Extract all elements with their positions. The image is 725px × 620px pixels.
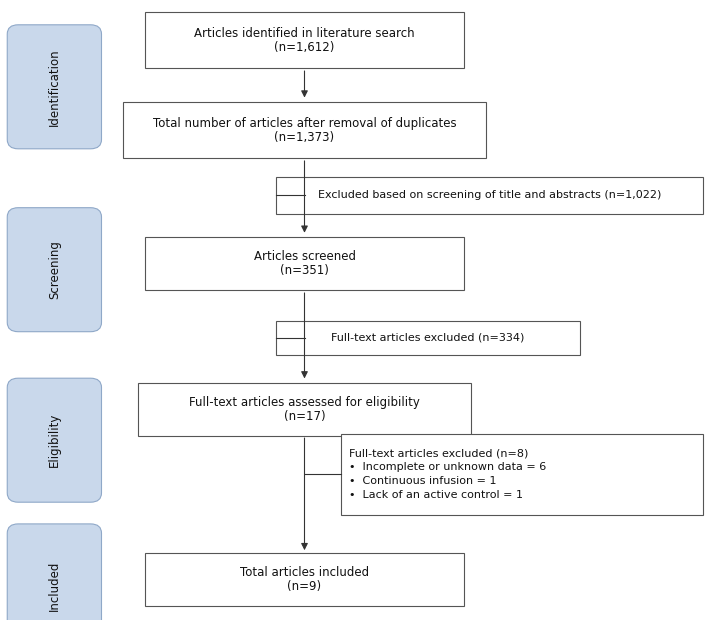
FancyBboxPatch shape [276, 177, 703, 214]
Text: (n=9): (n=9) [287, 580, 322, 593]
FancyBboxPatch shape [145, 553, 464, 606]
Text: Full-text articles excluded (n=8): Full-text articles excluded (n=8) [349, 449, 529, 459]
Text: (n=17): (n=17) [283, 410, 326, 422]
FancyBboxPatch shape [138, 383, 471, 435]
Text: Articles screened: Articles screened [254, 250, 355, 263]
FancyBboxPatch shape [7, 208, 102, 332]
Text: •  Incomplete or unknown data = 6: • Incomplete or unknown data = 6 [349, 463, 547, 472]
Text: •  Continuous infusion = 1: • Continuous infusion = 1 [349, 476, 497, 486]
Text: Identification: Identification [48, 48, 61, 126]
FancyBboxPatch shape [145, 12, 464, 68]
Text: Eligibility: Eligibility [48, 413, 61, 467]
Text: (n=1,373): (n=1,373) [275, 131, 334, 143]
FancyBboxPatch shape [341, 434, 703, 515]
FancyBboxPatch shape [7, 25, 102, 149]
Text: (n=1,612): (n=1,612) [274, 41, 335, 53]
Text: Included: Included [48, 560, 61, 611]
Text: (n=351): (n=351) [280, 264, 329, 277]
FancyBboxPatch shape [145, 237, 464, 290]
FancyBboxPatch shape [123, 102, 486, 158]
FancyBboxPatch shape [276, 321, 580, 355]
Text: Total number of articles after removal of duplicates: Total number of articles after removal o… [153, 117, 456, 130]
FancyBboxPatch shape [7, 378, 102, 502]
Text: Full-text articles excluded (n=334): Full-text articles excluded (n=334) [331, 333, 524, 343]
Text: Excluded based on screening of title and abstracts (n=1,022): Excluded based on screening of title and… [318, 190, 661, 200]
Text: Screening: Screening [48, 241, 61, 299]
FancyBboxPatch shape [7, 524, 102, 620]
Text: Total articles included: Total articles included [240, 567, 369, 579]
Text: Articles identified in literature search: Articles identified in literature search [194, 27, 415, 40]
Text: Full-text articles assessed for eligibility: Full-text articles assessed for eligibil… [189, 396, 420, 409]
Text: •  Lack of an active control = 1: • Lack of an active control = 1 [349, 490, 523, 500]
